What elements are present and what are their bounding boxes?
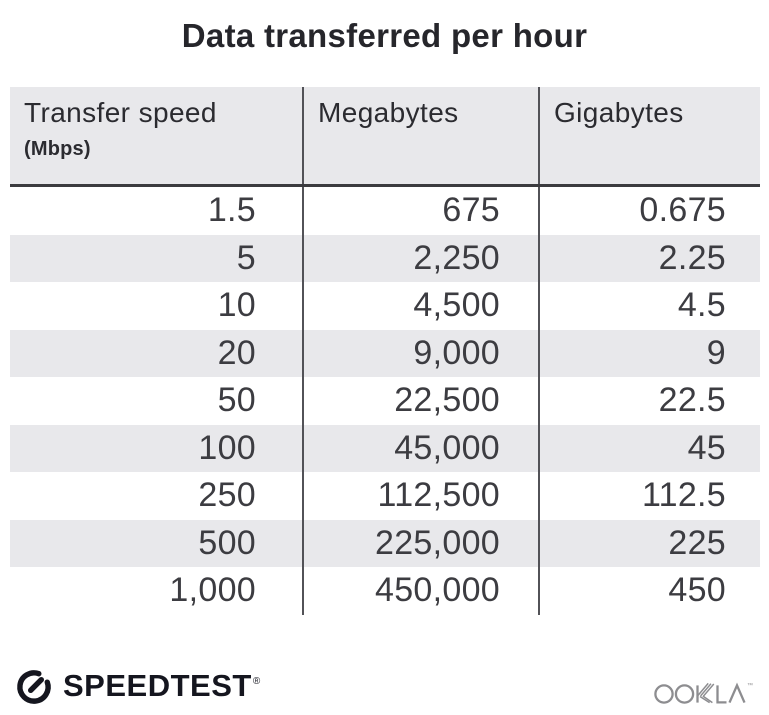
speedtest-label: SPEEDTEST — [63, 667, 252, 703]
table-row: 1,000 450,000 450 — [10, 567, 760, 615]
table-cell: 9 — [538, 329, 760, 377]
table-cell: 250 — [198, 476, 256, 515]
table-cell: 100 — [10, 424, 303, 472]
trademark-symbol: ™ — [747, 682, 753, 689]
table-cell: 22,500 — [302, 377, 539, 425]
table-cell: 4.5 — [538, 282, 760, 330]
table-cell: 225,000 — [302, 519, 539, 567]
table-row: 5 2,250 2.25 — [10, 234, 760, 282]
table-cell: 45 — [538, 424, 760, 472]
table-row: 100 45,000 45 — [10, 424, 760, 472]
table-row: 250 112,500 112.5 — [10, 472, 760, 520]
table-cell: 112,500 — [302, 472, 539, 520]
table-body: 1.5 675 0.675 5 2,250 2.25 10 4,500 4.5 20 9,000 9 5… — [10, 185, 760, 615]
column-header-label: Transfer speed — [24, 97, 217, 128]
table-cell: 20 — [10, 329, 303, 377]
speedtest-gauge-icon — [14, 667, 54, 707]
table-header-row: Transfer speed (Mbps) Megabytes Gigabyte… — [10, 87, 760, 187]
table-row: 50 22,500 22.5 — [10, 377, 760, 425]
column-header-transfer-speed: Transfer speed (Mbps) — [10, 87, 303, 187]
column-header-megabytes: Megabytes — [302, 87, 539, 187]
page-title: Data transferred per hour — [181, 17, 588, 54]
table-cell: 45,000 — [302, 424, 539, 472]
column-header-gigabytes: Gigabytes — [538, 87, 760, 187]
table-row: 10 4,500 4.5 — [10, 282, 760, 330]
table-cell: 9,000 — [302, 329, 539, 377]
table-cell: 500 — [10, 519, 303, 567]
table-cell: 225 — [538, 519, 760, 567]
registered-trademark-symbol: ® — [252, 676, 261, 688]
speedtest-logo: SPEEDTEST® — [14, 667, 261, 707]
table-row: 1.5 675 0.675 — [10, 185, 760, 235]
table-cell: 2.25 — [538, 234, 760, 282]
column-header-label: Gigabytes — [554, 97, 684, 128]
column-header-sublabel: (Mbps) — [24, 138, 91, 160]
table-cell: 10 — [217, 286, 256, 325]
table-cell: 22.5 — [538, 377, 760, 425]
table-cell: 2,250 — [302, 234, 539, 282]
table-cell: 450,000 — [302, 567, 539, 615]
ookla-wordmark-icon: ™ — [654, 682, 753, 704]
footer: SPEEDTEST® ™ — [14, 667, 755, 707]
table-cell: 4,500 — [302, 282, 539, 330]
table-cell: 0.675 — [538, 185, 760, 235]
ookla-logo: ™ — [653, 677, 755, 707]
table-cell: 675 — [302, 185, 539, 235]
table-cell: 1.5 — [207, 191, 256, 230]
table-cell: 50 — [217, 381, 256, 420]
column-header-label: Megabytes — [318, 97, 459, 128]
speedtest-wordmark: SPEEDTEST® — [63, 670, 261, 701]
table-row: 500 225,000 225 — [10, 519, 760, 567]
data-table: Transfer speed (Mbps) Megabytes Gigabyte… — [10, 87, 760, 615]
table-cell: 5 — [10, 234, 303, 282]
table-cell: 112.5 — [538, 472, 760, 520]
table-cell: 1,000 — [169, 571, 256, 610]
table-cell: 450 — [538, 567, 760, 615]
table-row: 20 9,000 9 — [10, 329, 760, 377]
